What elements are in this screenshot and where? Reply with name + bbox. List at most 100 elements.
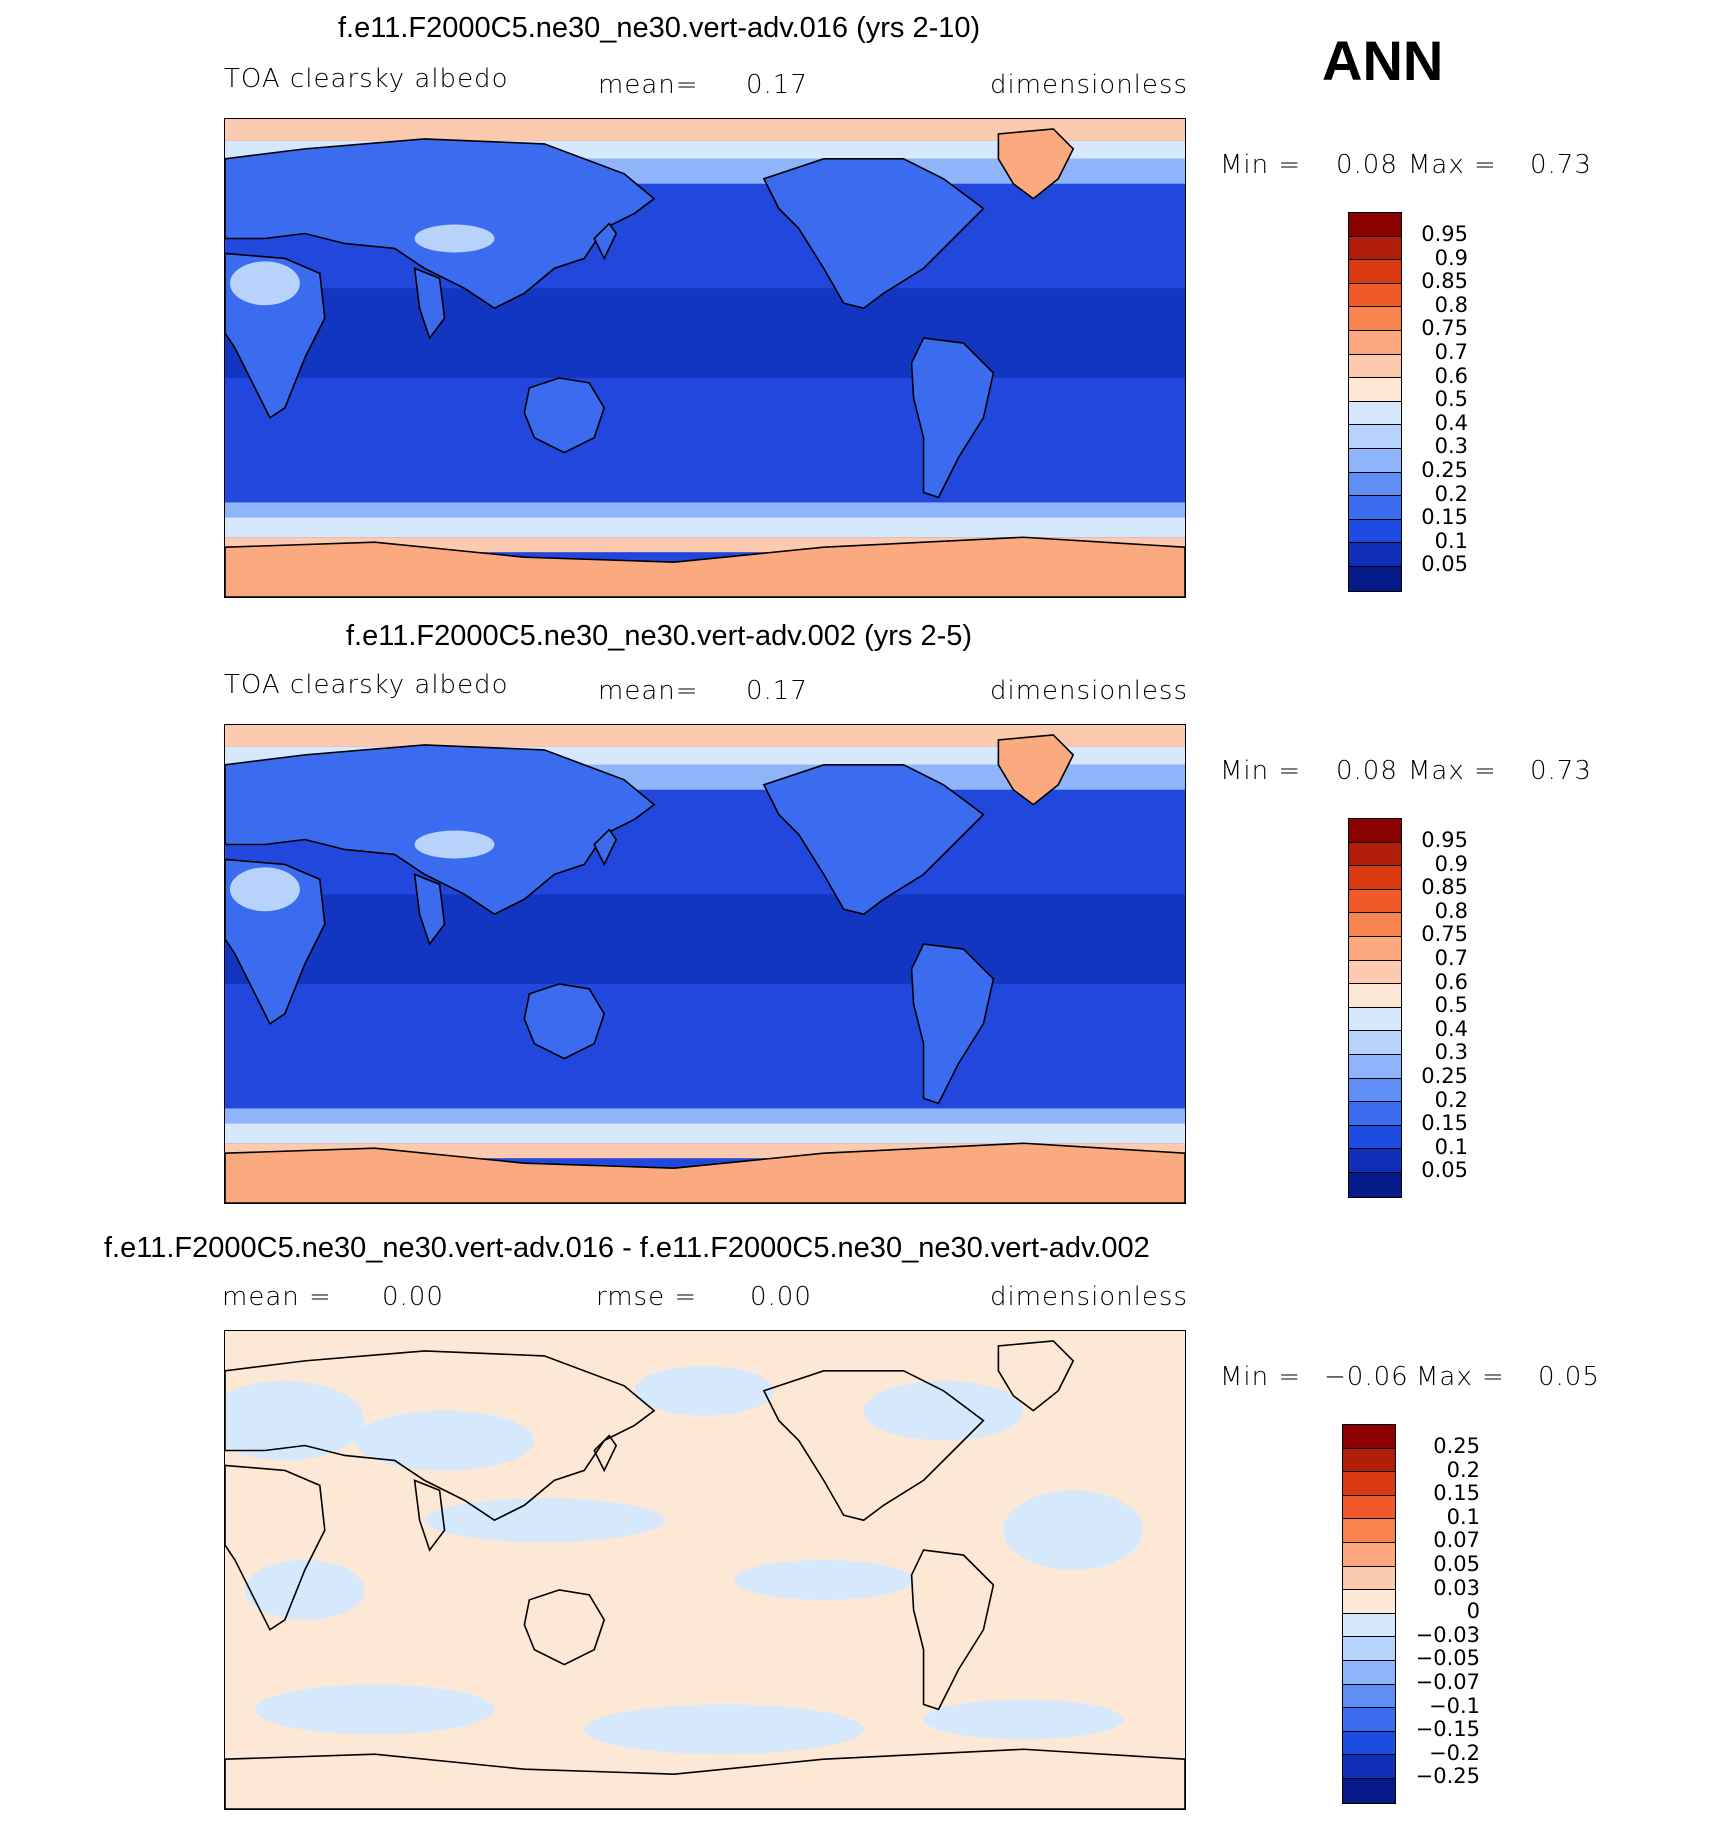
colorbar-tick-label: 0.8: [1434, 898, 1468, 923]
panel-3-map: [224, 1330, 1186, 1810]
colorbar-tick-label: −0.15: [1415, 1717, 1480, 1742]
negative-diff-patch: [1003, 1490, 1144, 1570]
negative-diff-patch: [733, 1560, 914, 1600]
continent-australia: [523, 983, 606, 1060]
colorbar-cell: [1349, 330, 1401, 355]
panel-3-title: f.e11.F2000C5.ne30_ne30.vert-adv.016 - f…: [104, 1232, 1150, 1264]
colorbar-cell: [1349, 213, 1401, 237]
coastline-japan: [593, 1434, 618, 1473]
arctic-band: [225, 725, 1185, 747]
colorbar-cell: [1349, 354, 1401, 379]
colorbar-cell: [1349, 543, 1401, 567]
colorbar-cell: [1349, 283, 1401, 308]
sahara-patch: [229, 867, 300, 912]
panel-2-colorbar: [1348, 818, 1402, 1198]
colorbar-cell: [1349, 1031, 1401, 1055]
coastline-africa: [225, 1464, 326, 1631]
continent-namerica: [762, 158, 985, 310]
colorbar-tick-label: 0.9: [1434, 851, 1468, 876]
southern-ocean-band-1: [225, 1108, 1185, 1124]
tibet-patch: [414, 224, 495, 253]
colorbar-cell: [1343, 1519, 1395, 1543]
continent-samerica: [910, 943, 995, 1105]
colorbar-tick-label: 0.25: [1433, 1434, 1480, 1458]
negative-diff-patch: [923, 1699, 1124, 1740]
sahara-patch: [229, 261, 300, 306]
panel-2-colorbar-labels: 0.95 0.9 0.85 0.8 0.75 0.7 0.6 0.5 0.4 0.3 0.25 0.2…: [1412, 818, 1468, 1198]
colorbar-cell: [1343, 1778, 1395, 1803]
colorbar-cell: [1343, 1472, 1395, 1496]
panel-1-colorbar-labels: 0.95 0.9 0.85 0.8 0.75 0.7 0.6 0.5 0.4 0.3 0.25 0.2…: [1412, 212, 1468, 592]
panel-2-variable: TOA clearsky albedo: [224, 670, 509, 700]
panel-3-rmse-value: 0.00: [750, 1282, 812, 1312]
colorbar-cell: [1349, 819, 1401, 843]
colorbar-tick-label: 0.15: [1421, 505, 1468, 530]
panel-3-colorbar-labels: 0.25 0.2 0.15 0.1 0.07 0.05 0.03 0 −0.03 −0.05 −0.…: [1400, 1424, 1480, 1804]
colorbar-tick-label: 0.85: [1421, 875, 1468, 900]
colorbar-tick-label: 0.5: [1434, 993, 1468, 1018]
panel-1-title: f.e11.F2000C5.ne30_ne30.vert-adv.016 (yr…: [338, 12, 981, 44]
colorbar-cell: [1349, 496, 1401, 520]
colorbar-cell: [1349, 889, 1401, 914]
negative-diff-patch: [254, 1684, 495, 1735]
panel-1-mean-value: 0.17: [746, 70, 808, 100]
colorbar-tick-label: 0.8: [1434, 292, 1468, 317]
panel-1-variable: TOA clearsky albedo: [224, 64, 509, 94]
panel-1-colorbar: [1348, 212, 1402, 592]
tropical-band: [225, 288, 1185, 378]
colorbar-tick-label: 0.4: [1434, 1016, 1468, 1041]
panel-3-mean-value: 0.00: [382, 1282, 444, 1312]
colorbar-tick-label: 0.85: [1421, 269, 1468, 294]
panel-3-max-label: Max =: [1416, 1362, 1505, 1392]
panel-1-min-value: 0.08: [1336, 150, 1398, 180]
panel-3-units: dimensionless: [990, 1282, 1188, 1312]
colorbar-tick-label: 0.25: [1421, 1064, 1468, 1088]
coastline-eurasia: [225, 1350, 656, 1522]
colorbar-tick-label: 0.6: [1434, 363, 1468, 388]
continent-greenland: [997, 128, 1075, 200]
colorbar-tick-label: 0.1: [1446, 1504, 1480, 1529]
colorbar-tick-label: 0.9: [1434, 245, 1468, 270]
coastline-australia: [523, 1589, 606, 1666]
panel-1-units: dimensionless: [990, 70, 1188, 100]
colorbar-cell: [1349, 913, 1401, 937]
coastline-antarctica: [225, 1748, 1185, 1809]
colorbar-cell: [1349, 519, 1401, 544]
colorbar-cell: [1349, 260, 1401, 284]
tibet-patch: [414, 830, 495, 859]
colorbar-cell: [1349, 472, 1401, 497]
negative-diff-patch: [863, 1380, 1024, 1441]
coastline-india: [413, 1479, 446, 1552]
panel-3-colorbar: [1342, 1424, 1396, 1804]
continent-india: [413, 267, 446, 340]
southern-ocean-band-2: [225, 517, 1185, 538]
colorbar-tick-label: 0.03: [1433, 1575, 1480, 1600]
panel-3-mean-label: mean =: [222, 1282, 332, 1312]
panel-2-mean-label: mean=: [598, 676, 699, 706]
colorbar-cell: [1349, 401, 1401, 426]
arctic-band: [225, 119, 1185, 141]
colorbar-cell: [1349, 842, 1401, 867]
colorbar-tick-label: 0.75: [1421, 316, 1468, 341]
panel-1-map: [224, 118, 1186, 598]
continent-samerica: [910, 337, 995, 499]
continent-antarctica: [225, 1142, 1185, 1203]
panel-2-title: f.e11.F2000C5.ne30_ne30.vert-adv.002 (yr…: [346, 620, 973, 652]
panel-2-map: [224, 724, 1186, 1204]
panel-1-max-label: Max =: [1408, 150, 1497, 180]
panel-1-min-label: Min =: [1220, 150, 1302, 180]
colorbar-tick-label: 0.07: [1433, 1528, 1480, 1553]
colorbar-tick-label: 0.15: [1433, 1481, 1480, 1506]
panel-2-mean-value: 0.17: [746, 676, 808, 706]
colorbar-tick-label: 0.2: [1434, 1087, 1468, 1112]
coastline-namerica: [762, 1370, 985, 1522]
colorbar-cell: [1343, 1542, 1395, 1567]
colorbar-cell: [1343, 1495, 1395, 1520]
colorbar-cell: [1349, 1125, 1401, 1150]
negative-diff-patch: [424, 1498, 665, 1543]
colorbar-cell: [1343, 1755, 1395, 1779]
colorbar-cell: [1349, 1007, 1401, 1032]
colorbar-tick-label: 0.4: [1434, 410, 1468, 435]
colorbar-tick-label: 0.7: [1434, 340, 1468, 364]
negative-diff-patch: [244, 1560, 365, 1620]
